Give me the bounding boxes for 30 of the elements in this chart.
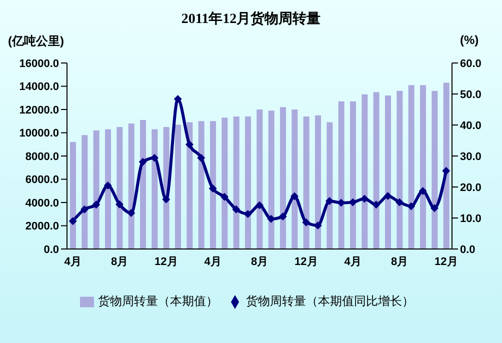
y2-axis-title: (%) [460, 33, 479, 47]
x-tick-label: 12月 [154, 256, 178, 268]
y-tick-label: 10000.0 [19, 128, 59, 140]
y2-tick-label: 10.0 [460, 212, 482, 225]
y2-tick-label: 0.0 [460, 244, 476, 256]
x-tick-label: 4月 [204, 256, 222, 268]
y2-tick-label: 30.0 [460, 150, 482, 163]
y2-tick-label: 40.0 [460, 120, 482, 132]
y-tick-label: 4000.0 [25, 197, 59, 210]
y-tick-label: 0.0 [44, 244, 59, 256]
x-tick-label: 4月 [344, 256, 362, 268]
x-tick-label: 4月 [64, 256, 82, 268]
x-tick-label: 8月 [390, 256, 408, 268]
x-tick-label: 12月 [294, 256, 318, 268]
y-tick-label: 16000.0 [19, 58, 59, 70]
chart-title: 2011年12月货物周转量 [180, 10, 322, 28]
legend-label: 货物周转量（本期值同比增长） [246, 294, 414, 308]
y-tick-label: 8000.0 [25, 150, 59, 163]
y2-tick-label: 50.0 [460, 88, 482, 101]
legend-label: 货物周转量（本期值） [98, 294, 218, 308]
x-tick-label: 8月 [110, 256, 128, 268]
x-tick-label: 12月 [434, 256, 458, 268]
y-tick-label: 12000.0 [19, 104, 59, 116]
y-tick-label: 6000.0 [25, 174, 59, 186]
y2-tick-label: 60.0 [460, 58, 482, 70]
y2-tick-label: 20.0 [460, 182, 482, 194]
y-axis-title: (亿吨公里) [8, 33, 64, 50]
x-tick-label: 8月 [250, 256, 268, 268]
y-tick-label: 14000.0 [19, 81, 59, 94]
y-tick-label: 2000.0 [25, 220, 59, 233]
